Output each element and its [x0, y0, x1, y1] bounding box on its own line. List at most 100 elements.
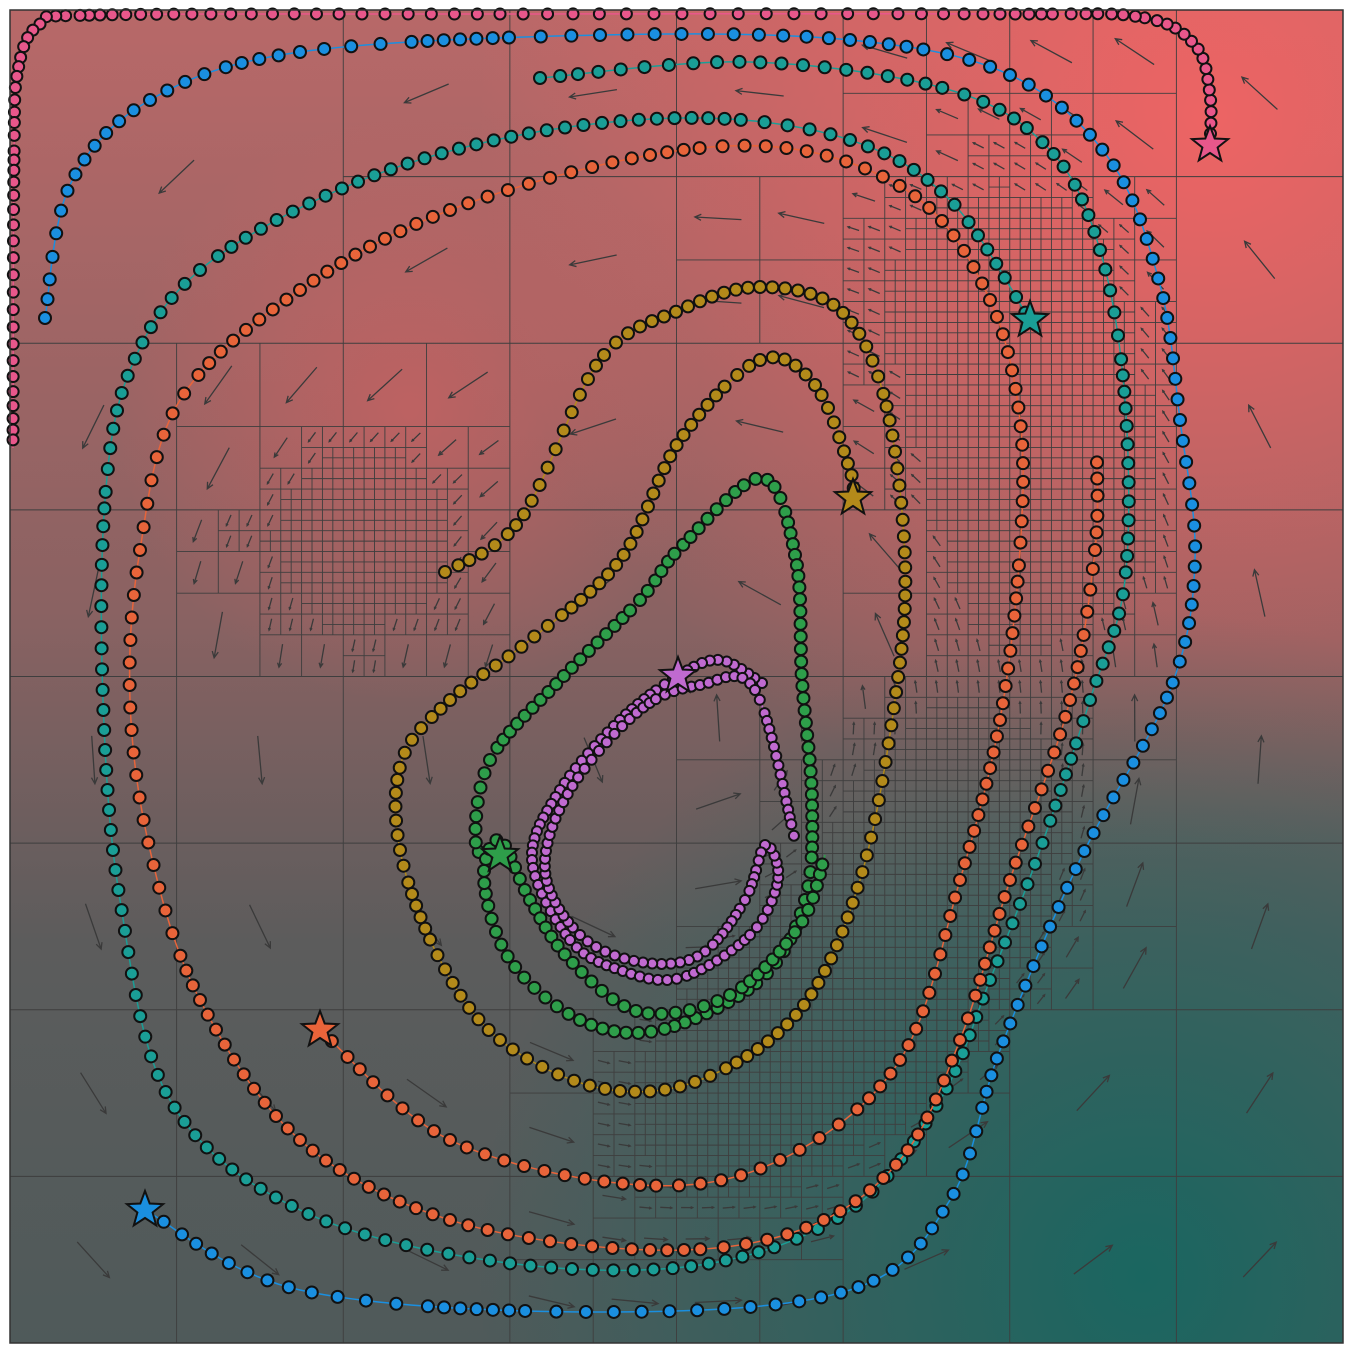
trajectory-point: [671, 1178, 686, 1193]
trajectory-point: [585, 160, 600, 175]
trajectory-point: [1014, 837, 1029, 852]
flow-arrow: [529, 1126, 576, 1144]
trajectory-point: [663, 449, 678, 464]
trajectory-point: [224, 239, 239, 254]
trajectory-point: [831, 1117, 846, 1132]
trajectory-point: [521, 176, 536, 191]
trajectory-point: [94, 599, 109, 614]
flow-arrow: [1119, 265, 1129, 275]
flow-arrow: [413, 618, 419, 632]
trajectory-point: [879, 399, 894, 414]
flow-arrow: [868, 1142, 882, 1149]
flow-arrow: [452, 474, 463, 484]
trajectory-point: [133, 1009, 148, 1024]
trajectory-point: [634, 1304, 649, 1319]
trajectory-point: [623, 603, 638, 618]
trajectory-point: [606, 1263, 621, 1278]
trajectory-point: [860, 65, 875, 80]
trajectory-point: [624, 151, 639, 166]
trajectory-point: [1116, 772, 1131, 787]
trajectory-point: [405, 887, 420, 901]
flow-arrow: [447, 371, 489, 399]
trajectory-point: [8, 93, 22, 107]
flow-arrow: [933, 617, 940, 631]
flow-arrow: [889, 391, 901, 399]
start-star: [832, 476, 874, 516]
trajectory-point: [744, 929, 756, 941]
trajectory-point: [468, 835, 483, 850]
flow-arrow: [935, 150, 959, 162]
trajectory-point: [937, 7, 951, 21]
trajectory-point: [576, 118, 591, 133]
trajectory-point: [898, 588, 913, 603]
flow-arrow: [910, 473, 921, 484]
trajectory-point: [773, 1153, 787, 1167]
flow-arrow: [273, 437, 288, 459]
trajectory-point: [892, 178, 907, 193]
trajectory-point: [947, 197, 962, 212]
trajectory-point: [527, 629, 542, 644]
trajectory-point: [719, 493, 734, 508]
trajectory-point: [901, 1038, 916, 1053]
trajectory-point: [150, 1067, 165, 1082]
trajectory: [38, 26, 1203, 1319]
flow-arrow: [826, 1184, 840, 1190]
trajectory-point: [804, 776, 819, 791]
trajectory-point: [110, 403, 125, 418]
trajectory-point: [684, 417, 699, 432]
trajectory-point: [975, 792, 990, 807]
trajectory-point: [736, 671, 749, 684]
trajectory-point: [269, 213, 284, 228]
trajectory-point: [933, 947, 948, 962]
trajectory-point: [1201, 72, 1215, 86]
trajectory-point: [628, 1084, 642, 1099]
flow-arrow: [1060, 742, 1064, 756]
trajectory-point: [453, 1301, 468, 1316]
trajectory-point: [239, 322, 253, 337]
trajectory-point: [1013, 896, 1027, 911]
trajectory-point: [1125, 193, 1140, 208]
trajectory-point: [265, 302, 280, 317]
trajectory-point: [651, 473, 666, 488]
flow-arrow: [84, 903, 103, 951]
trajectory-point: [1081, 208, 1096, 223]
trajectory-point: [1079, 7, 1093, 21]
trajectory-point: [983, 59, 998, 74]
trajectory-point: [780, 1017, 795, 1032]
trajectory-point: [7, 175, 21, 189]
trajectory-point: [733, 112, 748, 127]
trajectory-point: [380, 1088, 395, 1103]
trajectory-point: [986, 745, 1001, 760]
trajectory-point: [795, 679, 810, 694]
trajectory-point: [865, 353, 880, 368]
trajectory-point: [723, 988, 737, 1002]
trajectory-point: [1172, 654, 1187, 669]
flow-arrow: [481, 562, 497, 583]
trajectory-point: [801, 740, 816, 755]
trajectory-point: [803, 286, 818, 301]
start-star: [479, 833, 521, 873]
trajectory-point: [1187, 559, 1202, 574]
flow-arrow: [954, 596, 961, 610]
flow-arrow: [1162, 409, 1170, 422]
trajectory-point: [126, 745, 141, 760]
flow-arrow: [453, 515, 463, 526]
trajectory-point: [1083, 693, 1097, 707]
trajectory-point: [804, 850, 819, 865]
flow-arrow: [829, 805, 837, 818]
trajectory-point: [1093, 243, 1107, 257]
flow-arrow: [442, 644, 452, 669]
trajectory-point: [1103, 283, 1118, 298]
flow-arrow: [82, 404, 105, 450]
trajectory-point: [731, 7, 745, 21]
trajectory-point: [578, 762, 591, 775]
trajectory-point: [210, 249, 225, 264]
flow-arrow: [248, 904, 271, 950]
trajectory-point: [477, 766, 492, 781]
trajectory-point: [461, 196, 476, 211]
trajectory-point: [627, 954, 640, 967]
trajectory-point: [377, 1187, 391, 1202]
trajectory-point: [808, 378, 822, 392]
trajectory-point: [710, 55, 725, 70]
